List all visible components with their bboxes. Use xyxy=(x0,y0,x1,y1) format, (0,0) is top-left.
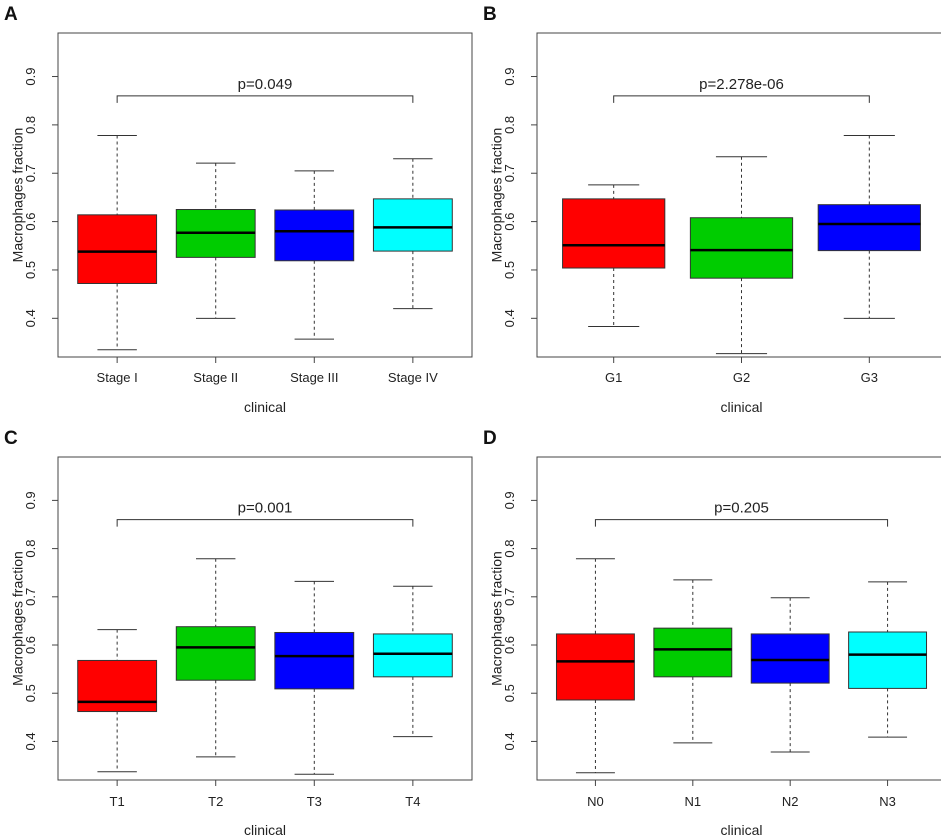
box-t2 xyxy=(175,558,256,758)
y-tick-label: 0.6 xyxy=(23,636,38,654)
x-tick-label: T4 xyxy=(405,794,420,809)
box-n3 xyxy=(848,581,928,738)
plot-frame xyxy=(57,456,473,781)
box-n1 xyxy=(653,579,733,744)
y-tick-label: 0.8 xyxy=(23,540,38,558)
y-tick-label: 0.4 xyxy=(23,732,38,750)
iqr-box xyxy=(750,633,830,684)
p-value-label: p=0.205 xyxy=(714,500,769,517)
y-axis-title: Macrophages fraction xyxy=(9,128,25,263)
iqr-box xyxy=(77,659,158,713)
box-t1 xyxy=(77,629,158,773)
p-value-label: p=2.278e-06 xyxy=(699,76,784,93)
x-axis-title: clinical xyxy=(720,822,762,838)
y-tick-label: 0.9 xyxy=(502,491,517,509)
panel-d: D 0.4 0.5 0.6 0.7 0.8 0.9 Macrophages fraction N… xyxy=(483,428,941,838)
y-tick-label: 0.6 xyxy=(502,636,517,654)
panel-c: C 0.4 0.5 0.6 0.7 0.8 0.9 Macrophages fraction T… xyxy=(4,428,473,838)
box-g3 xyxy=(817,135,921,319)
x-tick-label: N1 xyxy=(684,794,701,809)
box-g2 xyxy=(689,156,794,355)
iqr-box xyxy=(817,204,921,252)
box-t4 xyxy=(372,585,453,738)
iqr-box xyxy=(372,633,453,678)
p-value-label: p=0.049 xyxy=(238,76,293,93)
iqr-box xyxy=(175,626,256,681)
plot-frame xyxy=(536,456,941,781)
iqr-box xyxy=(562,198,666,269)
box-n0 xyxy=(555,558,635,774)
y-tick-label: 0.5 xyxy=(502,261,517,279)
x-tick-label: Stage III xyxy=(290,370,338,385)
iqr-box xyxy=(77,214,158,284)
panel-label: A xyxy=(4,4,18,25)
x-tick-label: N2 xyxy=(782,794,799,809)
p-value-label: p=0.001 xyxy=(238,500,293,517)
box-stage-ii xyxy=(175,162,256,319)
iqr-box xyxy=(689,217,794,279)
y-tick-label: 0.5 xyxy=(502,684,517,702)
y-tick-label: 0.8 xyxy=(23,116,38,134)
x-axis-title: clinical xyxy=(244,399,286,415)
x-tick-label: Stage II xyxy=(193,370,238,385)
y-tick-label: 0.6 xyxy=(23,213,38,231)
panel-label: C xyxy=(4,428,18,449)
y-tick-label: 0.9 xyxy=(23,67,38,85)
plot-frame xyxy=(57,32,473,358)
y-tick-label: 0.6 xyxy=(502,213,517,231)
x-tick-label: G2 xyxy=(733,370,750,385)
panel-label: D xyxy=(483,428,497,449)
significance-bracket xyxy=(594,519,889,527)
box-t3 xyxy=(274,580,355,775)
significance-bracket xyxy=(116,95,414,103)
y-tick-label: 0.7 xyxy=(23,164,38,182)
x-tick-label: T1 xyxy=(110,794,125,809)
x-tick-label: G3 xyxy=(861,370,878,385)
y-tick-label: 0.7 xyxy=(502,588,517,606)
x-tick-label: N0 xyxy=(587,794,604,809)
iqr-box xyxy=(274,631,355,690)
y-tick-label: 0.8 xyxy=(502,116,517,134)
x-tick-label: T2 xyxy=(208,794,223,809)
y-tick-label: 0.8 xyxy=(502,540,517,558)
y-axis-title: Macrophages fraction xyxy=(488,128,504,263)
x-tick-label: N3 xyxy=(879,794,896,809)
iqr-box xyxy=(372,198,453,252)
y-tick-label: 0.5 xyxy=(23,684,38,702)
y-tick-label: 0.4 xyxy=(23,309,38,327)
box-stage-iii xyxy=(274,170,355,340)
y-axis-title: Macrophages fraction xyxy=(488,551,504,686)
panel-a: A 0.4 0.5 0.6 0.7 0.8 0.9 Macrophages fraction S… xyxy=(4,4,473,415)
y-tick-label: 0.5 xyxy=(23,261,38,279)
significance-bracket xyxy=(116,519,414,527)
x-tick-label: T3 xyxy=(307,794,322,809)
iqr-box xyxy=(653,627,733,678)
box-g1 xyxy=(562,184,666,328)
y-tick-label: 0.7 xyxy=(23,588,38,606)
panel-label: B xyxy=(483,4,497,25)
y-tick-label: 0.4 xyxy=(502,732,517,750)
significance-bracket xyxy=(613,95,870,103)
y-axis-title: Macrophages fraction xyxy=(9,551,25,686)
x-tick-label: Stage I xyxy=(97,370,138,385)
y-tick-label: 0.9 xyxy=(502,67,517,85)
iqr-box xyxy=(555,633,635,701)
box-n2 xyxy=(750,597,830,753)
y-tick-label: 0.4 xyxy=(502,309,517,327)
y-tick-label: 0.9 xyxy=(23,491,38,509)
panel-b: B 0.4 0.5 0.6 0.7 0.8 0.9 Macrophages fraction G… xyxy=(483,4,941,415)
x-tick-label: G1 xyxy=(605,370,622,385)
iqr-box xyxy=(848,631,928,689)
x-tick-label: Stage IV xyxy=(388,370,438,385)
y-tick-label: 0.7 xyxy=(502,164,517,182)
x-axis-title: clinical xyxy=(244,822,286,838)
box-stage-iv xyxy=(372,158,453,310)
iqr-box xyxy=(274,209,355,262)
box-stage-i xyxy=(77,135,158,351)
x-axis-title: clinical xyxy=(720,399,762,415)
